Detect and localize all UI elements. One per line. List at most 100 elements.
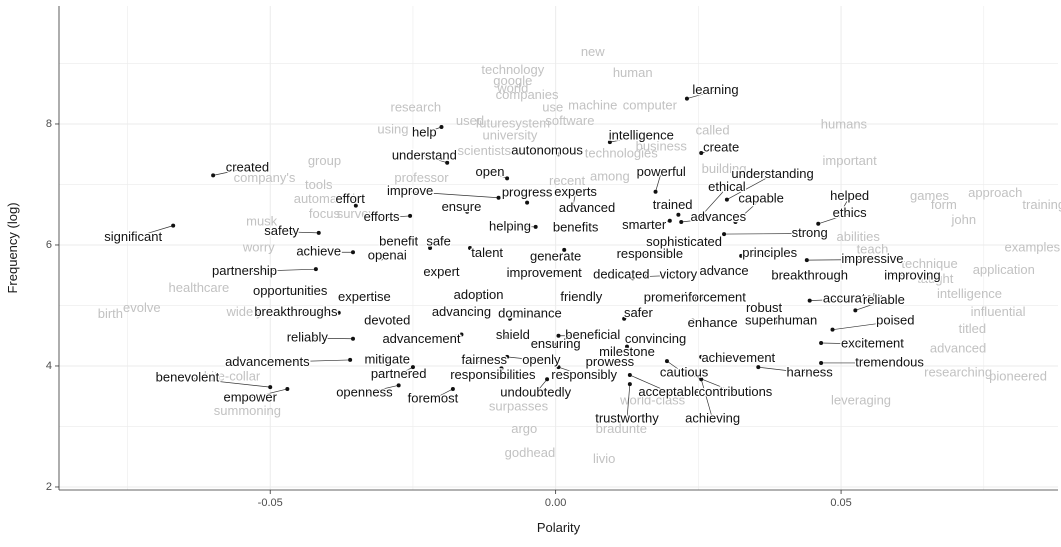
data-point	[699, 377, 704, 382]
word-label: partnered	[371, 366, 427, 381]
data-point	[445, 160, 450, 165]
word-label: generate	[530, 249, 581, 264]
word-label: advance	[699, 263, 748, 278]
background-word: recent	[549, 173, 586, 188]
word-label: milestone	[599, 344, 655, 359]
background-word: tools	[305, 177, 333, 192]
word-label: trustworthy	[595, 411, 659, 426]
background-word: taught	[917, 271, 954, 286]
word-label: superhuman	[745, 313, 817, 328]
background-word: godhead	[505, 445, 556, 460]
word-label: convincing	[625, 331, 686, 346]
data-point	[556, 333, 561, 338]
y-tick-label: 8	[46, 118, 52, 130]
word-label: openness	[336, 385, 393, 400]
leader-line	[624, 313, 639, 320]
word-label: learning	[692, 82, 738, 97]
background-word: automated	[294, 191, 355, 206]
data-point	[336, 310, 341, 315]
data-point	[496, 195, 501, 200]
leader-line	[398, 366, 414, 375]
data-point	[756, 304, 761, 309]
leader-line	[281, 231, 319, 234]
leader-line	[644, 220, 670, 226]
data-point	[819, 360, 824, 365]
word-label: understand	[392, 147, 457, 162]
data-point	[853, 308, 858, 313]
leader-line	[469, 247, 488, 254]
word-label: benefits	[553, 219, 599, 234]
data-point	[884, 273, 889, 278]
leader-line	[700, 187, 728, 217]
background-word: evolve	[123, 300, 161, 315]
background-word: titled	[959, 321, 986, 336]
word-label: helped	[830, 188, 869, 203]
leader-line	[424, 155, 448, 164]
word-label: benevolent	[156, 370, 220, 385]
background-word: focus	[309, 206, 341, 221]
leader-line	[244, 268, 316, 272]
data-point	[468, 312, 473, 317]
data-point	[505, 354, 510, 359]
data-point	[439, 125, 444, 129]
word-label: trained	[653, 197, 693, 212]
word-label: achieving	[685, 411, 740, 426]
word-label: dominance	[498, 305, 562, 320]
background-word: among	[590, 169, 630, 184]
word-label: advancement	[382, 331, 460, 346]
leader-line	[489, 172, 508, 179]
data-point	[733, 219, 738, 224]
background-word: research	[390, 100, 441, 115]
background-word: scientists	[458, 143, 512, 158]
data-point	[664, 359, 669, 364]
background-word: called	[696, 123, 730, 138]
leader-line	[701, 356, 739, 360]
data-point	[465, 360, 470, 365]
leader-line	[840, 196, 850, 212]
leader-line	[700, 379, 713, 420]
data-point	[819, 340, 824, 345]
data-point	[350, 250, 355, 255]
background-word: computer	[623, 97, 678, 112]
word-label: dedicated	[593, 267, 649, 282]
word-label: devoted	[364, 313, 410, 328]
data-point	[408, 239, 413, 244]
word-label: friendly	[560, 289, 602, 304]
background-word: john	[951, 212, 977, 227]
word-label: openai	[368, 247, 407, 262]
data-point	[171, 223, 176, 228]
word-label: responsibilities	[450, 367, 536, 382]
background-word: human	[613, 65, 653, 80]
data-point	[582, 206, 587, 211]
background-word: widely	[225, 304, 263, 319]
data-point	[556, 152, 561, 157]
leader-line	[133, 225, 174, 239]
word-label: prowess	[586, 354, 635, 369]
word-label: capable	[738, 190, 784, 205]
word-label: autonomous	[511, 143, 583, 158]
leader-line	[832, 320, 896, 331]
word-label: achieve	[296, 244, 341, 259]
background-word: advanced	[930, 340, 986, 355]
data-point	[408, 213, 413, 218]
background-word: world-class	[619, 393, 686, 408]
leader-line	[187, 377, 271, 388]
background-word: leveraging	[831, 393, 891, 408]
x-tick-label: 0.05	[830, 497, 851, 509]
data-point	[573, 296, 578, 301]
background-word: birth	[98, 306, 123, 321]
leader-line	[250, 388, 288, 399]
data-point	[465, 209, 470, 214]
data-point	[313, 291, 318, 296]
word-label: accurately	[823, 290, 883, 305]
data-point	[405, 356, 410, 361]
word-label: powerful	[637, 164, 686, 179]
data-point	[545, 377, 550, 382]
y-tick-label: 2	[46, 481, 52, 493]
data-point	[607, 140, 612, 145]
data-point	[699, 296, 704, 301]
word-label: helping	[489, 218, 531, 233]
word-label: efforts	[364, 209, 400, 224]
data-point	[622, 316, 627, 321]
